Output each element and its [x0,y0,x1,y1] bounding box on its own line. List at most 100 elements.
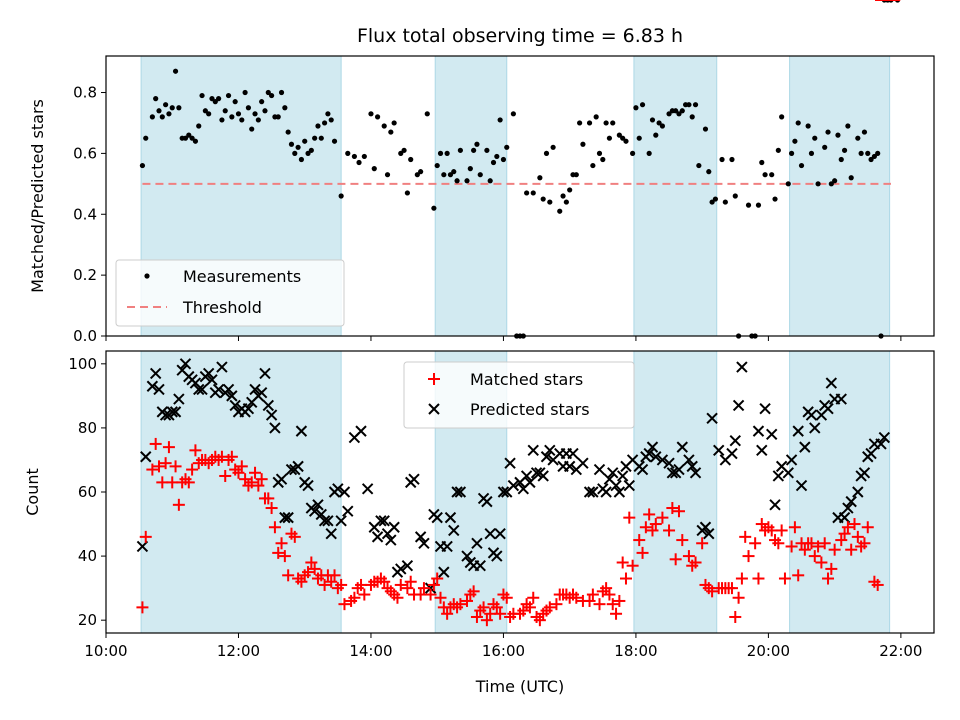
matched-point [328,569,341,582]
matched-point [417,582,430,595]
matched-point [755,518,768,531]
measurement-point [838,156,844,163]
matched-point [636,546,649,559]
measurement-point [828,181,834,187]
measurement-point [775,147,781,153]
measurement-point [600,156,606,163]
shaded-interval [633,350,718,634]
measurement-point [149,114,155,120]
matched-point [616,556,629,569]
predicted-point [388,521,400,533]
measurement-point [673,108,679,114]
predicted-point [616,470,629,482]
measurement-point [259,99,265,105]
predicted-point [865,447,877,460]
matched-point [182,476,195,489]
measurement-point [769,172,775,178]
predicted-point [825,377,838,389]
measurement-point [623,138,629,144]
measurement-point [321,120,328,126]
predicted-point [279,511,291,524]
measurement-point [401,147,407,153]
predicted-point [355,425,367,437]
predicted-point [302,479,314,492]
measurement-point [252,111,258,117]
predicted-point [179,358,192,370]
matched-point [861,521,874,534]
predicted-point [193,383,205,396]
chart-title: Flux total observing time = 6.83 h [357,25,683,47]
measurement-point [610,120,616,126]
bottom-legend: Matched stars Predicted stars [403,361,635,429]
matched-point [235,460,248,473]
x-tick-label: 20:00 [747,642,790,660]
measurement-point [676,111,682,117]
predicted-point [308,505,321,517]
predicted-point [520,470,533,482]
matched-point [735,572,748,585]
predicted-point [530,467,543,479]
measurement-point [186,132,192,138]
measurement-point [586,120,593,126]
predicted-point [587,486,599,498]
predicted-point [752,425,765,437]
predicted-point [312,499,324,511]
top-plot-frame [105,55,935,337]
measurement-point [225,92,232,99]
predicted-point [852,486,864,498]
matched-point [305,556,318,569]
matched-point [822,572,835,585]
measurement-point [239,117,245,123]
predicted-point [537,470,549,482]
y-tick-label: 20 [78,611,97,629]
predicted-point [507,479,520,492]
predicted-point [166,406,178,418]
x-tick-label: 12:00 [217,642,260,660]
measurement-point [835,132,841,138]
predicted-point [242,402,255,415]
predicted-point [342,505,354,517]
matched-point [798,543,811,556]
matched-point [732,591,745,604]
matched-point [818,537,831,550]
matched-point [739,530,752,543]
measurement-point [557,208,563,214]
matched-point [262,492,275,505]
matched-point [613,594,626,607]
measurement-point [159,114,165,120]
matched-point [162,441,175,454]
matched-point [523,601,536,614]
matched-point [149,437,162,450]
predicted-point [646,441,659,453]
measurement-point [464,178,470,184]
predicted-point [607,467,619,479]
predicted-point [431,511,443,524]
predicted-point [772,470,785,482]
measurement-point [166,111,172,117]
top-legend: Measurements Threshold [115,259,345,327]
y-tick-label: 80 [78,419,97,437]
predicted-point [540,451,553,463]
bottom-legend-box [403,361,635,429]
measurement-point [202,108,208,114]
predicted-point [401,559,414,572]
predicted-point [375,515,387,527]
predicted-point [269,422,281,434]
y-tick-label: 60 [78,483,97,501]
matched-point [338,598,351,611]
predicted-point [255,386,268,399]
measurement-point [603,120,609,126]
measurement-point [596,150,603,156]
matched-point [851,530,864,543]
matched-point [649,518,662,531]
measurement-point [653,132,659,138]
measurement-point [196,123,202,129]
matched-point [543,601,556,614]
shaded-interval [789,55,891,337]
matched-point [778,572,791,585]
predicted-point [858,467,871,479]
matched-point [225,450,238,463]
measurement-point [788,150,795,156]
matched-point [619,572,632,585]
measurement-point [729,156,735,163]
